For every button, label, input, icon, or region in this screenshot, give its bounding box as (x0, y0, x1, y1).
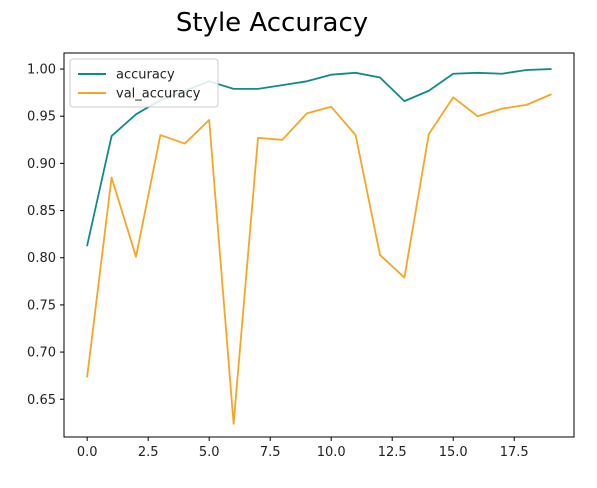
x-tick-label: 10.0 (317, 445, 346, 460)
y-tick-label: 0.65 (27, 393, 56, 408)
plot-area (63, 52, 575, 438)
legend-label: accuracy (116, 68, 175, 83)
x-tick-label: 17.5 (500, 445, 529, 460)
x-tick-label: 15.0 (439, 445, 468, 460)
x-axis: 0.0 2.5 5.0 7.5 10.0 12.5 15.0 17.5 (77, 437, 529, 460)
legend-box (69, 58, 219, 108)
x-tick-label: 0.0 (77, 445, 98, 460)
chart-title: Style Accuracy (176, 8, 368, 38)
y-tick-label: 0.85 (27, 204, 56, 219)
y-tick-label: 0.90 (27, 157, 56, 172)
series-line-val-accuracy (86, 93, 552, 425)
y-axis: 0.65 0.70 0.75 0.80 0.85 0.90 0.95 1.00 (27, 63, 64, 408)
x-tick-label: 2.5 (138, 445, 159, 460)
legend: accuracy val_accuracy (69, 58, 219, 108)
x-tick-label: 7.5 (260, 445, 281, 460)
y-tick-label: 0.95 (27, 110, 56, 125)
y-tick-label: 0.75 (27, 298, 56, 313)
x-tick-label: 12.5 (378, 445, 407, 460)
y-tick-label: 0.80 (27, 251, 56, 266)
y-tick-label: 0.70 (27, 346, 56, 361)
y-tick-label: 1.00 (27, 63, 56, 78)
x-tick-label: 5.0 (199, 445, 220, 460)
legend-label: val_accuracy (116, 87, 201, 102)
